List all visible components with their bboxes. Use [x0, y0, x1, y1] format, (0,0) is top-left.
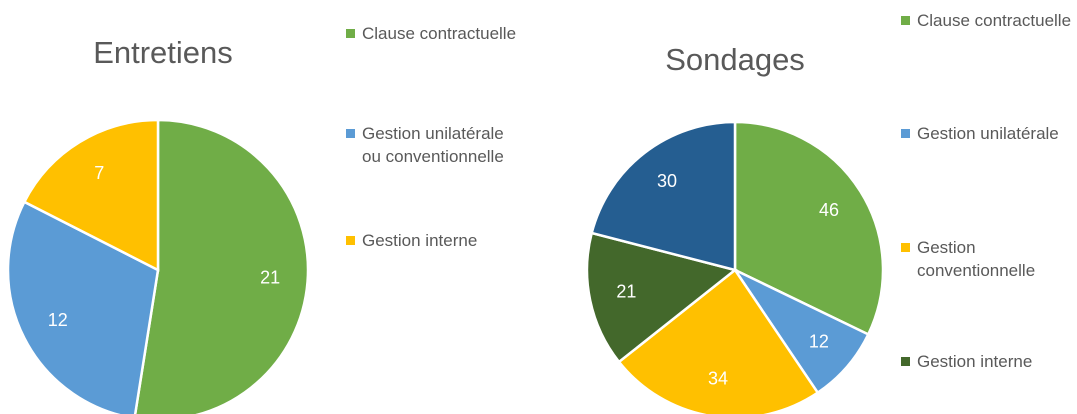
data-label: 34 [708, 368, 728, 388]
legend-swatch [901, 357, 910, 366]
data-label: 7 [94, 163, 104, 183]
pie-slice [590, 120, 737, 272]
pie-slice [617, 268, 820, 414]
legend-label: Gestion interne [362, 231, 478, 250]
legend-label: Gestion conventionnelle [917, 238, 1036, 280]
data-label: 30 [657, 171, 677, 191]
chart-title: Sondages [665, 42, 805, 77]
data-label: 21 [616, 282, 636, 302]
pie-slice [733, 120, 885, 337]
data-label: 12 [809, 331, 829, 351]
pie-slice [133, 118, 310, 414]
data-label: 46 [819, 200, 839, 220]
pie-slice [585, 231, 738, 364]
data-label: 12 [48, 310, 68, 330]
legend-label: Clause contractuelle [362, 24, 517, 43]
data-label: 21 [260, 268, 280, 288]
legend-swatch [901, 16, 910, 25]
pie-slice [6, 200, 160, 414]
legend-label: Clause contractuelle [917, 11, 1072, 30]
legend-swatch [901, 243, 910, 252]
pie-slice [22, 118, 160, 273]
chart-title: Entretiens [93, 35, 233, 70]
legend-swatch [346, 29, 355, 38]
legend-label: Gestion unilatérale ou conventionnelle [362, 124, 504, 166]
legend-swatch [346, 129, 355, 138]
legend-label: Gestion unilatérale [917, 124, 1059, 143]
legend-swatch [346, 236, 355, 245]
legend-label: Gestion interne [917, 352, 1033, 371]
legend-swatch [901, 129, 910, 138]
